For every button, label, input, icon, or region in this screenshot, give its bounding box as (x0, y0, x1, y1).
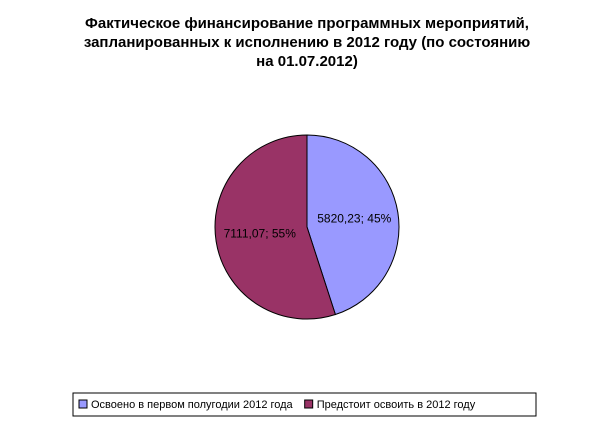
pie-slice (214, 134, 337, 320)
chart-title: на 01.07.2012) (256, 53, 358, 70)
pie-slice (306, 134, 400, 316)
legend-swatch (78, 399, 88, 409)
legend-label: Освоено в первом полугодии 2012 года (91, 399, 294, 411)
data-label: 5820,23; 45% (317, 212, 391, 226)
legend-swatch (304, 399, 314, 409)
legend-label: Предстоит освоить в 2012 году (317, 399, 476, 411)
chart-title: Фактическое финансирование программных м… (85, 15, 529, 32)
chart-title: запланированных к исполнению в 2012 году… (84, 34, 531, 51)
data-label: 7111,07; 55% (224, 227, 297, 241)
